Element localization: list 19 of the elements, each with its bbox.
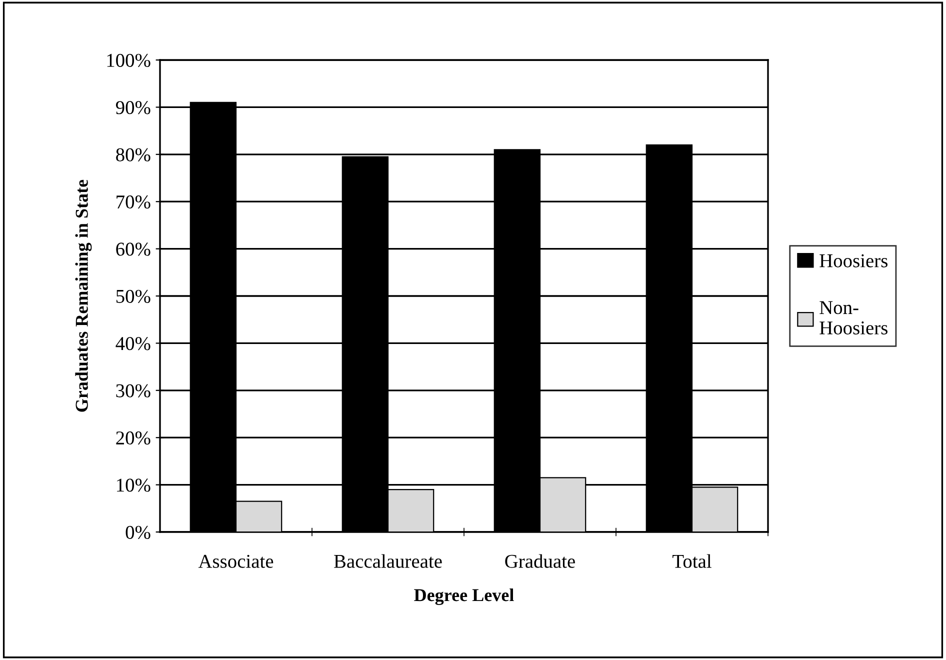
y-tick-label: 50% [116,290,150,303]
y-tick-label: 0% [126,526,150,539]
y-tick-label: 100% [107,54,150,67]
legend-label: Hoosiers [820,254,888,268]
x-tick-label: Associate [198,554,274,568]
x-axis-title: Degree Level [414,588,514,606]
y-axis-title: Graduates Remaining in State [75,180,92,412]
y-tick-label: 40% [116,337,150,350]
y-tick-label: 60% [116,242,150,256]
x-tick-label: Baccalaureate [334,554,442,568]
y-tick-label: 30% [116,384,150,398]
y-tick-label: 80% [116,148,150,162]
legend-label: Non- Hoosiers [820,301,888,334]
y-tick-label: 90% [116,101,150,114]
x-tick-label: Total [672,554,712,568]
y-tick-label: 10% [117,478,150,492]
x-tick-label: Graduate [505,554,575,568]
y-tick-label: 20% [116,431,150,445]
y-tick-label: 70% [116,195,150,209]
